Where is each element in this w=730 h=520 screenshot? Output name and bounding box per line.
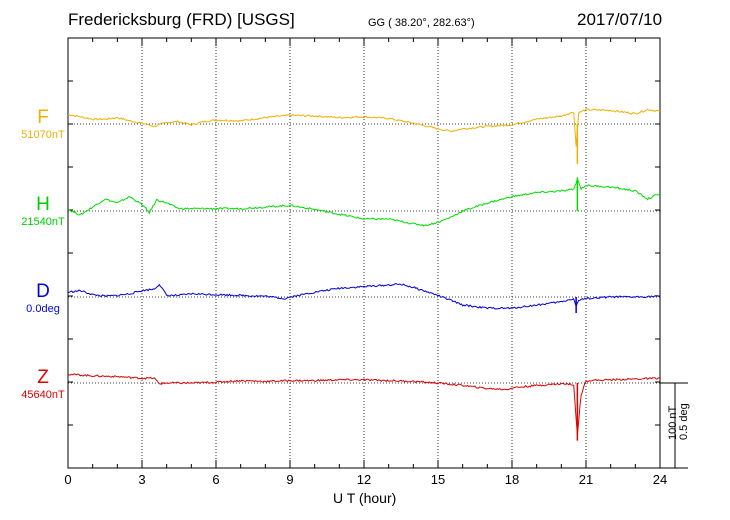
chart-date: 2017/07/10 bbox=[577, 10, 663, 29]
x-tick-label: 6 bbox=[212, 472, 219, 487]
x-tick-label: 15 bbox=[431, 472, 445, 487]
x-tick-label: 12 bbox=[357, 472, 371, 487]
channel-z-letter: Z bbox=[37, 367, 49, 388]
channel-d-baseline: 0.0deg bbox=[26, 303, 60, 315]
x-tick-label: 0 bbox=[64, 472, 71, 487]
channel-f-letter: F bbox=[37, 107, 49, 128]
x-tick-label: 18 bbox=[505, 472, 519, 487]
x-tick-label: 9 bbox=[286, 472, 293, 487]
channel-f-label: F 51070nT bbox=[8, 108, 78, 142]
channel-f-baseline: 51070nT bbox=[21, 129, 65, 141]
channel-d-letter: D bbox=[36, 281, 50, 302]
channel-z-baseline: 45640nT bbox=[21, 389, 65, 401]
plot-frame bbox=[67, 37, 661, 469]
series-line-d bbox=[67, 283, 661, 310]
channel-h-label: H 21540nT bbox=[8, 195, 78, 229]
channel-h-baseline: 21540nT bbox=[21, 216, 65, 228]
x-axis-label: U T (hour) bbox=[333, 490, 397, 506]
x-tick-label: 24 bbox=[653, 472, 667, 487]
chart-title: Fredericksburg (FRD) [USGS] bbox=[68, 10, 295, 29]
station-coordinates: GG ( 38.20°, 282.63°) bbox=[368, 17, 475, 29]
x-tick-label: 21 bbox=[579, 472, 593, 487]
series-line-z bbox=[67, 373, 661, 435]
scale-bar-deg: 0.5 deg bbox=[678, 403, 690, 440]
scale-bar-labels: 100 nT 0.5 deg bbox=[667, 403, 690, 440]
channel-d-label: D 0.0deg bbox=[8, 282, 78, 316]
x-tick-label: 3 bbox=[138, 472, 145, 487]
channel-z-label: Z 45640nT bbox=[8, 368, 78, 402]
series-line-h bbox=[67, 177, 661, 227]
series-line-f bbox=[67, 108, 661, 147]
channel-h-letter: H bbox=[36, 194, 50, 215]
